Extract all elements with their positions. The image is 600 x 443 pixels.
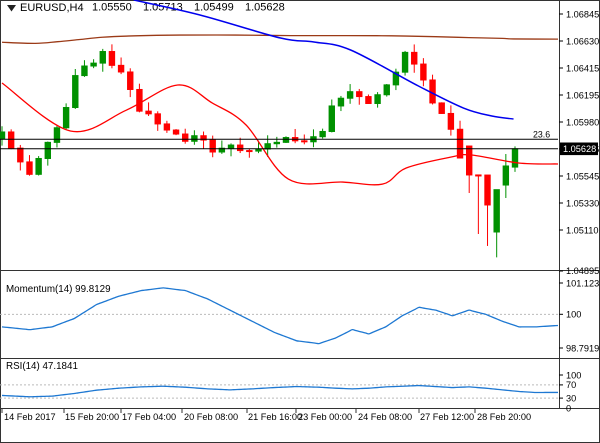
svg-text:1.05628: 1.05628 [245, 2, 285, 14]
svg-text:101.1237: 101.1237 [566, 278, 600, 288]
svg-text:1.05110: 1.05110 [566, 225, 599, 235]
svg-text:17 Feb 04:00: 17 Feb 04:00 [122, 412, 176, 422]
svg-text:21 Feb 16:00: 21 Feb 16:00 [248, 412, 302, 422]
svg-text:RSI(14) 47.1841: RSI(14) 47.1841 [6, 361, 78, 372]
svg-text:1.05628: 1.05628 [563, 144, 596, 154]
svg-text:100: 100 [566, 370, 581, 380]
svg-text:14 Feb 2017: 14 Feb 2017 [4, 412, 56, 422]
svg-text:100: 100 [566, 310, 581, 320]
svg-text:1.06195: 1.06195 [566, 90, 599, 100]
svg-text:28 Feb 20:00: 28 Feb 20:00 [477, 412, 531, 422]
svg-text:1.05550: 1.05550 [92, 2, 132, 14]
svg-text:Momentum(14) 99.8129: Momentum(14) 99.8129 [6, 284, 111, 295]
svg-text:1.04895: 1.04895 [566, 266, 599, 276]
svg-text:24 Feb 08:00: 24 Feb 08:00 [358, 412, 412, 422]
svg-text:20 Feb 08:00: 20 Feb 08:00 [184, 412, 238, 422]
svg-text:1.05545: 1.05545 [566, 171, 599, 181]
svg-text:27 Feb 12:00: 27 Feb 12:00 [420, 412, 474, 422]
svg-text:23 Feb 00:00: 23 Feb 00:00 [298, 412, 352, 422]
svg-text:1.06845: 1.06845 [566, 9, 599, 19]
svg-text:15 Feb 20:00: 15 Feb 20:00 [65, 412, 119, 422]
svg-text:30: 30 [566, 393, 576, 403]
svg-text:EURUSD,H4: EURUSD,H4 [20, 2, 84, 14]
svg-text:98.7919: 98.7919 [566, 343, 599, 353]
svg-text:1.05980: 1.05980 [566, 117, 599, 127]
svg-text:23.6: 23.6 [533, 129, 550, 139]
svg-text:0: 0 [566, 403, 571, 413]
svg-text:1.05499: 1.05499 [194, 2, 234, 14]
svg-text:1.05330: 1.05330 [566, 198, 599, 208]
svg-text:1.06415: 1.06415 [566, 63, 599, 73]
svg-text:1.06630: 1.06630 [566, 36, 599, 46]
svg-text:70: 70 [566, 380, 576, 390]
